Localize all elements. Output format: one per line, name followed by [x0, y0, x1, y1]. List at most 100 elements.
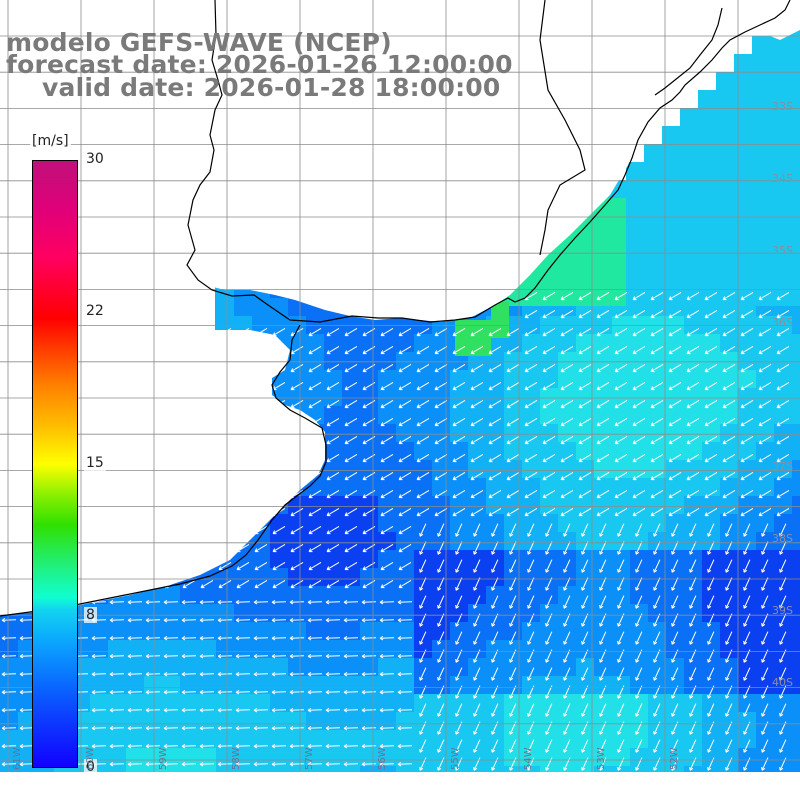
- colorbar-tick: 15: [84, 455, 106, 471]
- field-cell: [216, 766, 234, 772]
- field-cell: [108, 748, 126, 766]
- wind-arrow: [779, 631, 787, 645]
- wind-arrow: [455, 631, 463, 645]
- field-cell: [576, 460, 594, 478]
- wind-arrow: [722, 345, 736, 355]
- field-cell: [522, 442, 540, 460]
- field-cell: [540, 676, 558, 694]
- field-cell: [644, 234, 662, 252]
- wind-arrow: [725, 703, 733, 717]
- wind-arrow: [563, 523, 571, 537]
- field-cell: [108, 604, 126, 622]
- field-cell: [288, 766, 306, 772]
- wind-arrow: [1, 653, 17, 659]
- wind-arrow: [506, 327, 520, 337]
- field-cell: [720, 316, 738, 334]
- wind-arrow: [725, 595, 733, 609]
- wind-arrow: [253, 689, 269, 695]
- field-cell: [666, 658, 684, 676]
- wind-arrow: [19, 617, 35, 623]
- field-cell: [788, 180, 800, 198]
- wind-arrow: [290, 525, 304, 535]
- field-cell: [594, 748, 612, 766]
- field-cell: [594, 622, 612, 640]
- field-cell: [630, 478, 648, 496]
- field-cell: [702, 514, 720, 532]
- wind-arrow: [545, 559, 553, 573]
- field-cell: [360, 406, 378, 424]
- wind-arrow: [722, 417, 736, 427]
- field-cell: [486, 730, 504, 748]
- wind-arrow: [686, 291, 700, 301]
- wind-arrow: [145, 689, 161, 695]
- field-cell: [360, 604, 378, 622]
- wind-arrow: [740, 489, 754, 499]
- field-cell: [252, 640, 270, 658]
- field-cell: [788, 126, 800, 144]
- field-cell: [702, 496, 720, 514]
- wind-arrow: [1, 743, 17, 749]
- field-cell: [432, 460, 450, 478]
- wind-arrow: [704, 345, 718, 355]
- field-cell: [738, 586, 756, 604]
- field-cell: [774, 586, 792, 604]
- field-cell: [612, 676, 630, 694]
- wind-arrow: [542, 507, 556, 517]
- field-cell: [576, 658, 594, 676]
- field-cell: [702, 352, 720, 370]
- field-cell: [662, 270, 680, 288]
- wind-arrow: [325, 743, 341, 749]
- field-cell: [360, 352, 378, 370]
- wind-arrow: [704, 453, 718, 463]
- field-cell: [572, 288, 590, 306]
- field-cell: [342, 748, 360, 766]
- field-cell: [666, 460, 684, 478]
- field-cell: [162, 766, 180, 772]
- field-cell: [702, 640, 720, 658]
- wind-arrow: [596, 291, 610, 301]
- field-cell: [414, 352, 432, 370]
- wind-arrow: [397, 617, 413, 623]
- field-cell: [738, 640, 756, 658]
- wind-arrow: [325, 725, 341, 731]
- field-cell: [270, 568, 288, 586]
- field-cell: [306, 514, 324, 532]
- wind-arrow: [758, 435, 772, 445]
- field-cell: [684, 370, 702, 388]
- field-cell: [144, 766, 162, 772]
- wind-arrow: [704, 507, 718, 517]
- field-cell: [486, 694, 504, 712]
- wind-arrow: [722, 453, 736, 463]
- wind-arrow: [617, 577, 625, 591]
- field-cell: [414, 640, 432, 658]
- wind-arrow: [650, 435, 664, 445]
- field-cell: [680, 144, 698, 162]
- wind-arrow: [217, 707, 233, 713]
- field-cell: [756, 586, 774, 604]
- field-cell: [198, 658, 216, 676]
- field-cell: [378, 388, 396, 406]
- wind-arrow: [725, 613, 733, 627]
- field-cell: [540, 496, 558, 514]
- field-cell: [612, 658, 630, 676]
- field-cell: [788, 54, 800, 72]
- field-cell: [342, 496, 360, 514]
- wind-arrow: [419, 667, 427, 681]
- field-cell: [630, 568, 648, 586]
- wind-arrow: [491, 613, 499, 627]
- field-cell: [612, 496, 630, 514]
- wind-arrow: [704, 291, 718, 301]
- field-cell: [774, 388, 792, 406]
- field-cell: [594, 694, 612, 712]
- field-cell: [414, 334, 432, 352]
- wind-arrow: [380, 417, 394, 427]
- field-cell: [648, 622, 666, 640]
- wind-arrow: [617, 667, 625, 681]
- wind-arrow: [343, 635, 359, 641]
- wind-arrow: [235, 635, 251, 641]
- wind-arrow: [632, 291, 646, 301]
- wind-arrow: [19, 743, 35, 749]
- field-cell: [720, 604, 738, 622]
- field-cell: [612, 424, 630, 442]
- field-cell: [666, 352, 684, 370]
